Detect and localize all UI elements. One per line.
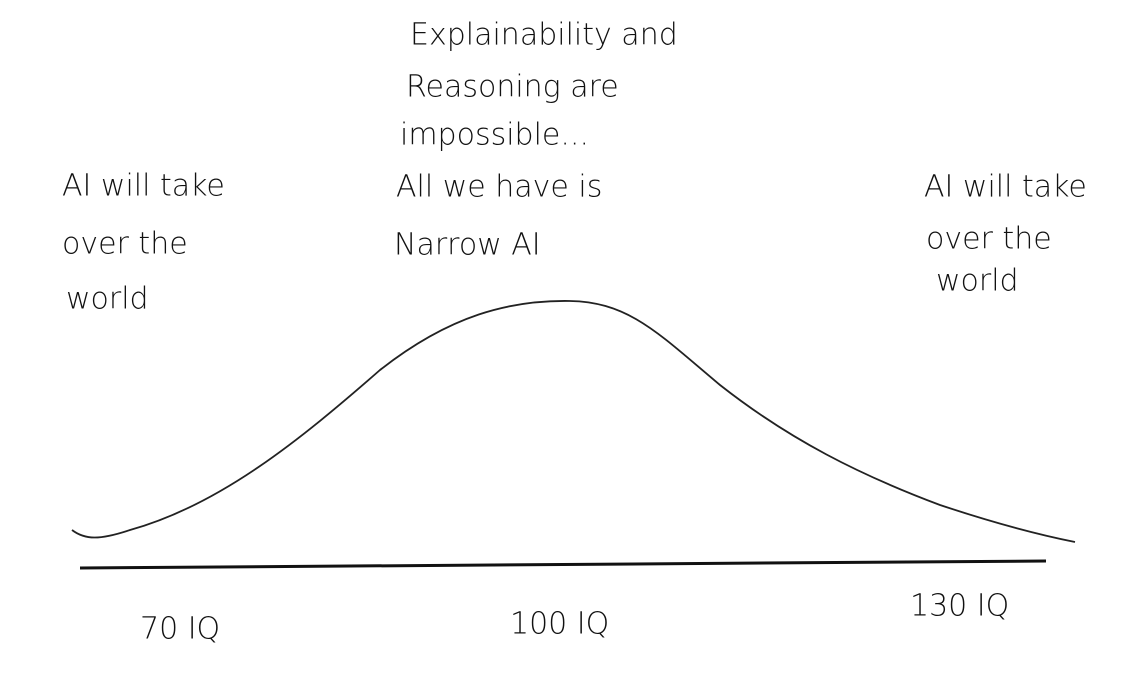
annotation-line: Reasoning are — [406, 70, 619, 105]
annotation-line: world — [66, 282, 149, 317]
left-annotation: AI will take over the world — [62, 169, 225, 317]
axis-label: 70 IQ — [140, 612, 220, 647]
axis-label: 100 IQ — [510, 607, 609, 642]
annotation-line: AI will take — [62, 169, 225, 204]
annotation-line: Narrow AI — [394, 228, 541, 263]
annotation-line: over the — [62, 227, 188, 262]
bell-curve — [71, 300, 1076, 543]
x-axis — [79, 559, 1047, 570]
annotation-line: impossible... — [400, 118, 589, 153]
axis-label: 130 IQ — [910, 589, 1009, 624]
annotation-line: world — [936, 264, 1019, 299]
center-top-annotation: Explainability and Reasoning are impossi… — [400, 18, 678, 153]
center-annotation: All we have is Narrow AI — [394, 170, 602, 263]
annotation-line: over the — [926, 222, 1052, 257]
annotation-line: AI will take — [924, 170, 1087, 205]
annotation-line: All we have is — [396, 170, 602, 205]
annotation-line: Explainability and — [410, 18, 678, 53]
right-annotation: AI will take over the world — [924, 170, 1087, 299]
